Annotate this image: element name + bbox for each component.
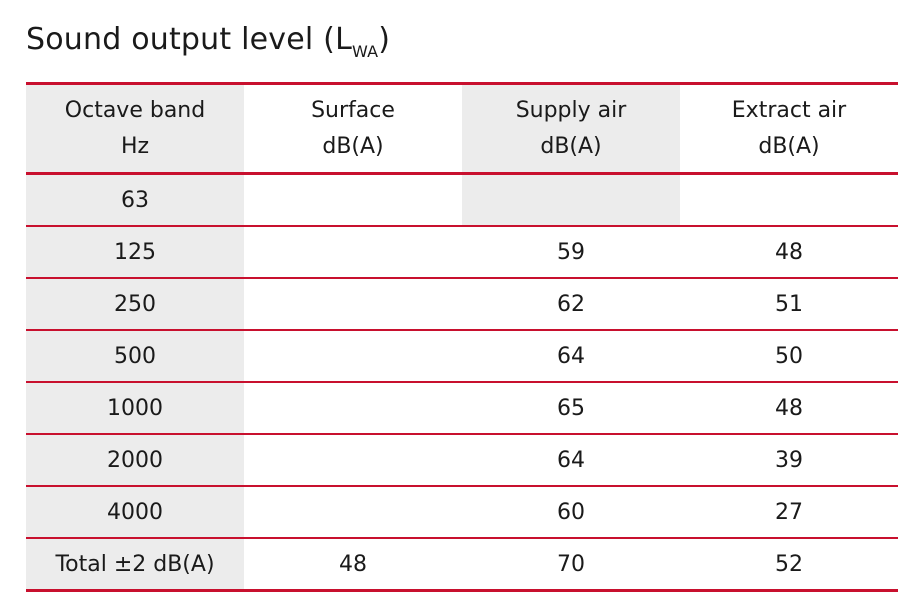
cell-supply: 64 bbox=[462, 330, 680, 383]
header-octave-band: Octave band Hz bbox=[26, 83, 244, 175]
cell-surface-total: 48 bbox=[244, 538, 462, 592]
cell-band: 125 bbox=[26, 226, 244, 279]
cell-supply bbox=[462, 173, 680, 227]
cell-supply: 62 bbox=[462, 278, 680, 331]
cell-surface bbox=[244, 330, 462, 383]
cell-band: 4000 bbox=[26, 486, 244, 539]
table-row: 125 59 48 bbox=[26, 226, 898, 279]
table-row: 63 bbox=[26, 173, 898, 227]
cell-surface bbox=[244, 434, 462, 487]
cell-band: 250 bbox=[26, 278, 244, 331]
sound-output-table-container: Octave band Hz Surface dB(A) Supply air … bbox=[26, 82, 898, 592]
cell-surface bbox=[244, 226, 462, 279]
header-supply-air-label: Supply air bbox=[515, 97, 627, 123]
header-surface-unit: dB(A) bbox=[322, 133, 384, 159]
cell-band: 2000 bbox=[26, 434, 244, 487]
cell-supply: 65 bbox=[462, 382, 680, 435]
table-row: 2000 64 39 bbox=[26, 434, 898, 487]
cell-extract: 39 bbox=[680, 434, 898, 487]
header-octave-band-label: Octave band bbox=[64, 97, 206, 123]
header-supply-air: Supply air dB(A) bbox=[462, 83, 680, 175]
cell-supply: 59 bbox=[462, 226, 680, 279]
table-row: 4000 60 27 bbox=[26, 486, 898, 539]
table-title-close: ) bbox=[378, 22, 391, 57]
header-surface-label: Surface bbox=[311, 97, 395, 123]
header-extract-air: Extract air dB(A) bbox=[680, 83, 898, 175]
cell-band: 63 bbox=[26, 173, 244, 227]
cell-supply-total: 70 bbox=[462, 538, 680, 592]
table-title: Sound output level (LWA) bbox=[26, 22, 391, 61]
header-octave-band-unit: Hz bbox=[120, 133, 150, 159]
cell-extract-total: 52 bbox=[680, 538, 898, 592]
cell-surface bbox=[244, 486, 462, 539]
header-surface: Surface dB(A) bbox=[244, 83, 462, 175]
header-supply-air-unit: dB(A) bbox=[540, 133, 602, 159]
cell-band: 500 bbox=[26, 330, 244, 383]
cell-extract: 50 bbox=[680, 330, 898, 383]
cell-surface bbox=[244, 173, 462, 227]
table-title-text: Sound output level (L bbox=[26, 22, 352, 57]
cell-surface bbox=[244, 278, 462, 331]
sound-output-table: Octave band Hz Surface dB(A) Supply air … bbox=[26, 82, 898, 592]
cell-extract bbox=[680, 173, 898, 227]
cell-supply: 60 bbox=[462, 486, 680, 539]
cell-extract: 27 bbox=[680, 486, 898, 539]
cell-surface bbox=[244, 382, 462, 435]
header-extract-air-label: Extract air bbox=[731, 97, 847, 123]
table-title-subscript: WA bbox=[351, 42, 379, 61]
table-row: 250 62 51 bbox=[26, 278, 898, 331]
table-total-row: Total ±2 dB(A) 48 70 52 bbox=[26, 538, 898, 592]
cell-extract: 48 bbox=[680, 226, 898, 279]
cell-extract: 48 bbox=[680, 382, 898, 435]
cell-extract: 51 bbox=[680, 278, 898, 331]
header-extract-air-unit: dB(A) bbox=[758, 133, 820, 159]
table-row: 500 64 50 bbox=[26, 330, 898, 383]
cell-supply: 64 bbox=[462, 434, 680, 487]
table-row: 1000 65 48 bbox=[26, 382, 898, 435]
cell-band-total: Total ±2 dB(A) bbox=[26, 538, 244, 592]
table-header-row: Octave band Hz Surface dB(A) Supply air … bbox=[26, 83, 898, 175]
cell-band: 1000 bbox=[26, 382, 244, 435]
